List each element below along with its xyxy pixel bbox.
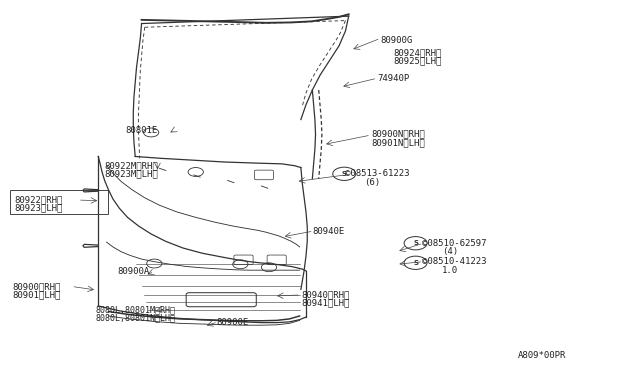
- Text: 8080L,80801N〈LH〉: 8080L,80801N〈LH〉: [96, 313, 176, 322]
- Text: ©08510-62597: ©08510-62597: [422, 239, 486, 248]
- Text: 80922〈RH〉: 80922〈RH〉: [14, 195, 63, 204]
- Text: 80940〈RH〉: 80940〈RH〉: [301, 291, 349, 299]
- Text: 80900N〈RH〉: 80900N〈RH〉: [371, 130, 425, 139]
- Text: 80923M〈LH〉: 80923M〈LH〉: [104, 169, 158, 178]
- Text: 8080L,80801M〈RH〉: 8080L,80801M〈RH〉: [96, 305, 176, 314]
- Text: 80900E: 80900E: [217, 318, 249, 327]
- Text: 80901N〈LH〉: 80901N〈LH〉: [371, 138, 425, 147]
- Text: (4): (4): [442, 247, 458, 256]
- Text: S: S: [413, 260, 418, 266]
- Text: S: S: [413, 240, 418, 246]
- Text: (6): (6): [365, 178, 381, 187]
- Text: 80900〈RH〉: 80900〈RH〉: [13, 282, 61, 291]
- Text: ©08513-61223: ©08513-61223: [346, 169, 410, 178]
- Text: 80923〈LH〉: 80923〈LH〉: [14, 203, 63, 212]
- Text: A809*00PR: A809*00PR: [518, 350, 566, 360]
- Text: 80925〈LH〉: 80925〈LH〉: [394, 56, 442, 65]
- Text: 80922M〈RH〉: 80922M〈RH〉: [104, 161, 158, 170]
- Text: 80940E: 80940E: [312, 227, 344, 235]
- Text: 80900A: 80900A: [117, 267, 150, 276]
- Text: 80901〈LH〉: 80901〈LH〉: [13, 290, 61, 299]
- Text: 80941〈LH〉: 80941〈LH〉: [301, 299, 349, 308]
- Text: 80801E: 80801E: [125, 126, 158, 135]
- Text: S: S: [342, 171, 347, 177]
- Text: 80900G: 80900G: [381, 36, 413, 45]
- Text: 74940P: 74940P: [378, 74, 410, 83]
- Text: ©08510-41223: ©08510-41223: [422, 257, 486, 266]
- Text: 1.0: 1.0: [442, 266, 458, 275]
- Text: 80924〈RH〉: 80924〈RH〉: [394, 48, 442, 57]
